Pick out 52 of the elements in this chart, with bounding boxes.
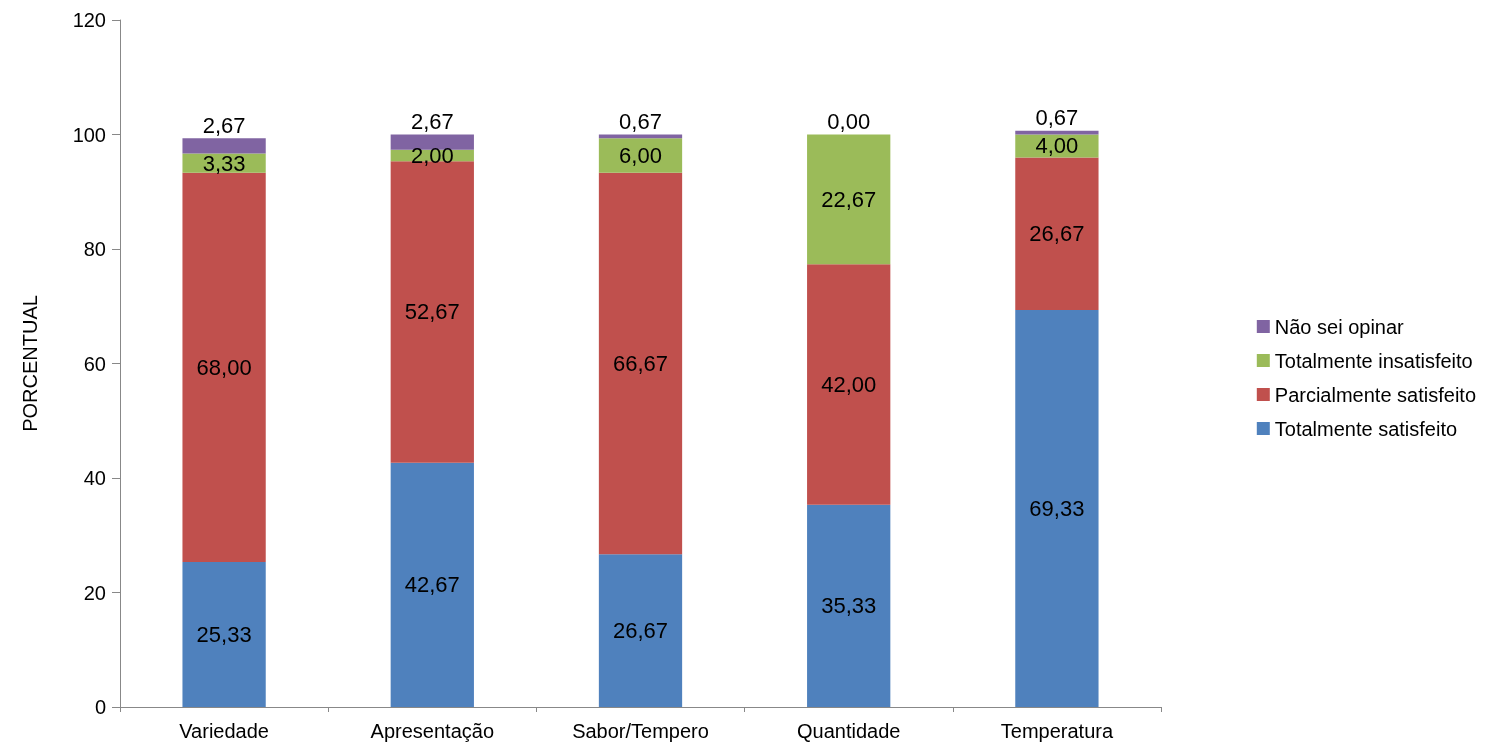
data-label: 3,33 [202,150,246,176]
data-label: 52,67 [404,299,460,325]
x-tick-label: Quantidade [796,720,901,742]
y-tick-label: 0 [94,696,106,718]
data-label: 26,67 [612,618,669,644]
data-label: 22,67 [821,186,877,212]
data-label: 0,67 [619,108,662,134]
bar [598,134,683,139]
data-label: 42,67 [404,572,460,598]
bar [1015,157,1099,311]
data-label: 69,33 [1029,496,1085,522]
data-label: 2,00 [410,142,454,168]
x-tick-label: Temperatura [1000,720,1114,742]
legend-label: Parcialmente satisfeito [1274,383,1476,406]
bar [807,504,891,707]
bar [807,134,891,265]
bar [390,134,474,150]
data-label: 0,67 [1035,105,1079,131]
y-tick-label: 60 [83,352,106,375]
bar [390,462,474,707]
legend-label: Totalmente insatisfeito [1274,349,1473,372]
bar [598,554,683,707]
legend-label: Não sei opinar [1274,315,1405,338]
data-label: 6,00 [619,142,662,168]
data-label: 66,67 [612,350,669,376]
x-tick-label: Sabor/Tempero [572,720,709,742]
data-label: 25,33 [196,621,252,647]
bar [1015,310,1099,707]
data-label: 42,00 [821,372,877,398]
data-label: 35,33 [821,593,877,619]
y-tick-label: 40 [83,467,106,489]
bar [182,561,266,707]
bar [598,138,683,173]
data-label: 26,67 [1029,221,1085,247]
data-label: 68,00 [196,354,252,380]
data-label: 2,67 [202,112,246,138]
data-label: 0,00 [827,109,871,134]
bar [598,172,683,555]
x-tick-label: Apresentação [370,720,495,742]
y-tick-label: 80 [83,238,106,260]
bar [1015,130,1099,135]
x-tick-label: Variedade [179,720,269,742]
bar [807,264,891,505]
data-label: 2,67 [410,108,454,134]
bar [182,138,266,154]
legend-label: Totalmente satisfeito [1274,417,1458,440]
y-tick-label: 20 [83,581,106,604]
y-tick-label: 100 [72,123,106,146]
bar [182,172,266,562]
data-label: 4,00 [1035,133,1079,159]
y-axis-title: PORCENTUAL [19,295,41,432]
y-tick-label: 120 [72,9,106,31]
